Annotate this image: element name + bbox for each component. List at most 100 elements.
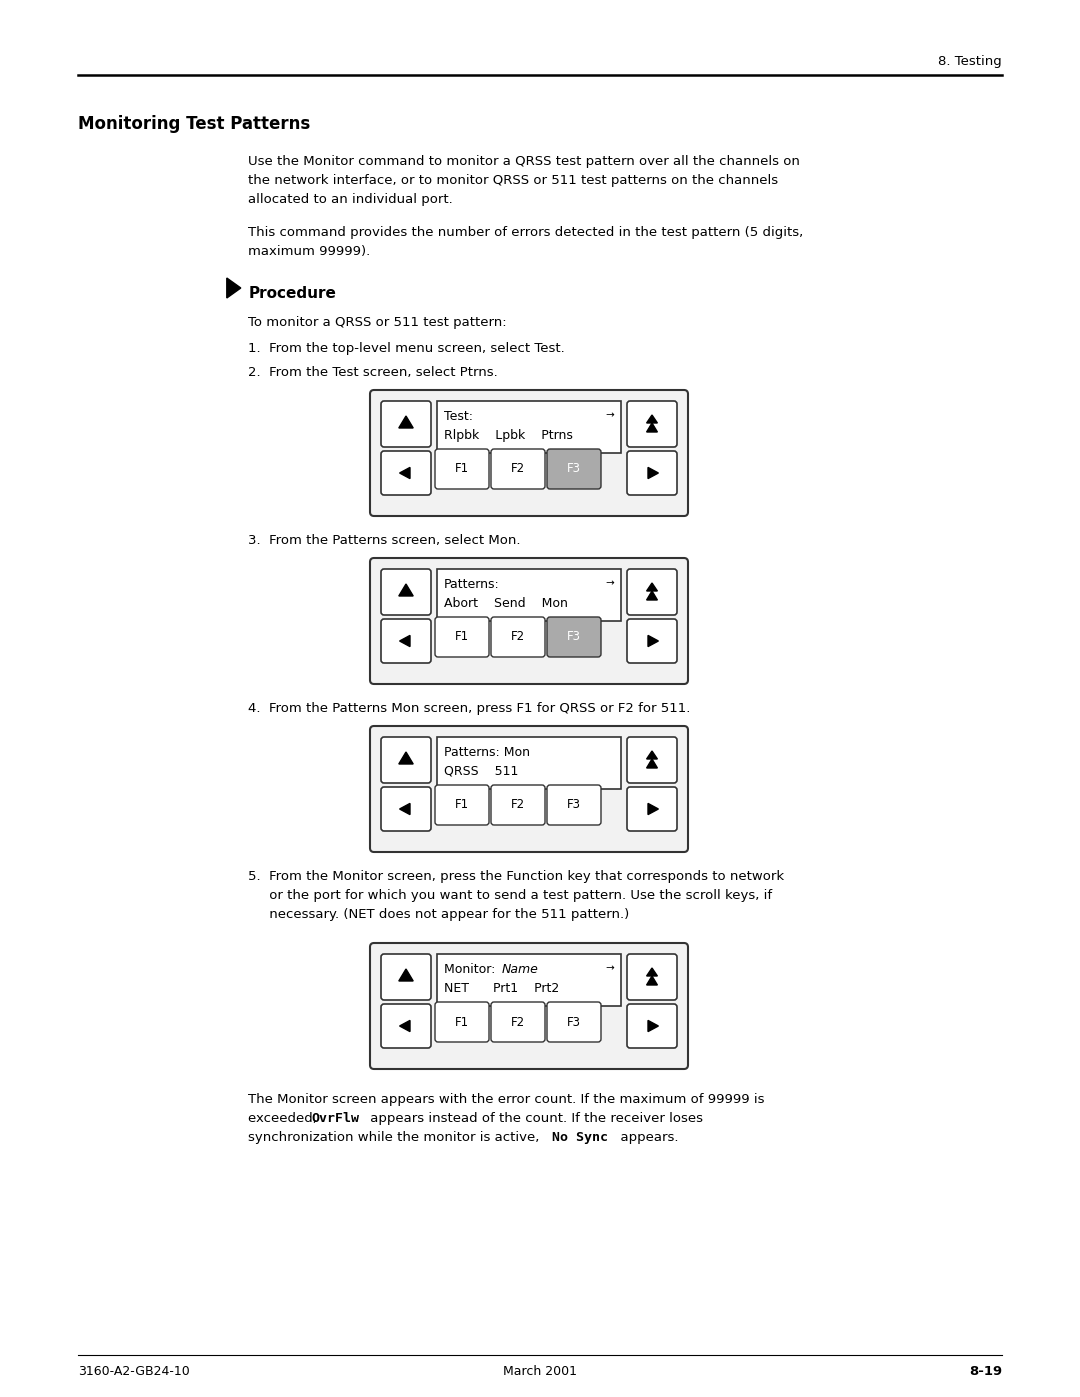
FancyBboxPatch shape <box>381 787 431 831</box>
Text: 8-19: 8-19 <box>969 1365 1002 1377</box>
Text: F2: F2 <box>511 799 525 812</box>
FancyBboxPatch shape <box>370 557 688 685</box>
Text: F3: F3 <box>567 1016 581 1028</box>
FancyBboxPatch shape <box>627 401 677 447</box>
Polygon shape <box>647 415 658 423</box>
FancyBboxPatch shape <box>437 401 621 453</box>
Text: Test:: Test: <box>444 409 473 423</box>
FancyBboxPatch shape <box>546 1002 600 1042</box>
Text: F2: F2 <box>511 462 525 475</box>
Text: appears instead of the count. If the receiver loses: appears instead of the count. If the rec… <box>366 1112 703 1125</box>
Polygon shape <box>399 970 414 981</box>
Polygon shape <box>400 636 410 647</box>
FancyBboxPatch shape <box>435 448 489 489</box>
Text: 8. Testing: 8. Testing <box>939 54 1002 68</box>
FancyBboxPatch shape <box>627 451 677 495</box>
Text: F1: F1 <box>455 462 469 475</box>
Text: F3: F3 <box>567 462 581 475</box>
FancyBboxPatch shape <box>627 569 677 615</box>
Polygon shape <box>647 591 658 599</box>
Text: Rlpbk    Lpbk    Ptrns: Rlpbk Lpbk Ptrns <box>444 429 572 441</box>
Text: Procedure: Procedure <box>248 286 336 300</box>
Text: The Monitor screen appears with the error count. If the maximum of 99999 is: The Monitor screen appears with the erro… <box>248 1092 765 1106</box>
FancyBboxPatch shape <box>627 954 677 1000</box>
Text: Abort    Send    Mon: Abort Send Mon <box>444 597 568 610</box>
FancyBboxPatch shape <box>370 943 688 1069</box>
Text: F3: F3 <box>567 799 581 812</box>
Polygon shape <box>648 468 659 479</box>
Polygon shape <box>647 423 658 432</box>
Text: synchronization while the monitor is active,: synchronization while the monitor is act… <box>248 1132 544 1144</box>
FancyBboxPatch shape <box>370 726 688 852</box>
Text: F1: F1 <box>455 1016 469 1028</box>
Polygon shape <box>647 583 658 591</box>
Text: 4.  From the Patterns Mon screen, press F1 for QRSS or F2 for 511.: 4. From the Patterns Mon screen, press F… <box>248 703 691 715</box>
Text: F2: F2 <box>511 630 525 644</box>
Text: or the port for which you want to send a test pattern. Use the scroll keys, if: or the port for which you want to send a… <box>248 888 772 902</box>
FancyBboxPatch shape <box>435 617 489 657</box>
FancyBboxPatch shape <box>546 448 600 489</box>
FancyBboxPatch shape <box>627 787 677 831</box>
Text: maximum 99999).: maximum 99999). <box>248 244 370 258</box>
Polygon shape <box>648 803 659 814</box>
FancyBboxPatch shape <box>437 738 621 789</box>
Polygon shape <box>647 759 658 768</box>
Polygon shape <box>647 968 658 977</box>
Text: No Sync: No Sync <box>552 1132 608 1144</box>
Text: F2: F2 <box>511 1016 525 1028</box>
Text: 1.  From the top-level menu screen, select Test.: 1. From the top-level menu screen, selec… <box>248 342 565 355</box>
FancyBboxPatch shape <box>491 785 545 826</box>
FancyBboxPatch shape <box>381 569 431 615</box>
FancyBboxPatch shape <box>627 619 677 664</box>
Polygon shape <box>399 416 414 427</box>
FancyBboxPatch shape <box>435 1002 489 1042</box>
FancyBboxPatch shape <box>627 1004 677 1048</box>
Text: To monitor a QRSS or 511 test pattern:: To monitor a QRSS or 511 test pattern: <box>248 316 507 330</box>
FancyBboxPatch shape <box>491 1002 545 1042</box>
Polygon shape <box>399 584 414 597</box>
Text: Patterns:: Patterns: <box>444 578 500 591</box>
Text: Patterns: Mon: Patterns: Mon <box>444 746 530 759</box>
Text: 3160-A2-GB24-10: 3160-A2-GB24-10 <box>78 1365 189 1377</box>
Text: F1: F1 <box>455 630 469 644</box>
Polygon shape <box>399 752 414 764</box>
FancyBboxPatch shape <box>381 954 431 1000</box>
Text: →: → <box>605 963 615 972</box>
Text: NET      Prt1    Prt2: NET Prt1 Prt2 <box>444 982 559 995</box>
Text: March 2001: March 2001 <box>503 1365 577 1377</box>
Text: Use the Monitor command to monitor a QRSS test pattern over all the channels on: Use the Monitor command to monitor a QRS… <box>248 155 800 168</box>
Text: QRSS    511: QRSS 511 <box>444 766 518 778</box>
FancyBboxPatch shape <box>381 1004 431 1048</box>
Text: OvrFlw: OvrFlw <box>311 1112 360 1125</box>
Polygon shape <box>400 803 410 814</box>
Text: 5.  From the Monitor screen, press the Function key that corresponds to network: 5. From the Monitor screen, press the Fu… <box>248 870 784 883</box>
FancyBboxPatch shape <box>491 617 545 657</box>
FancyBboxPatch shape <box>627 738 677 782</box>
Polygon shape <box>648 1020 659 1031</box>
Text: exceeded,: exceeded, <box>248 1112 322 1125</box>
Text: appears.: appears. <box>612 1132 679 1144</box>
Polygon shape <box>648 636 659 647</box>
Text: allocated to an individual port.: allocated to an individual port. <box>248 193 454 205</box>
Polygon shape <box>647 977 658 985</box>
FancyBboxPatch shape <box>381 738 431 782</box>
Text: →: → <box>605 578 615 588</box>
FancyBboxPatch shape <box>437 569 621 622</box>
Polygon shape <box>647 752 658 759</box>
FancyBboxPatch shape <box>546 785 600 826</box>
FancyBboxPatch shape <box>435 785 489 826</box>
Polygon shape <box>400 1020 410 1031</box>
Text: 2.  From the Test screen, select Ptrns.: 2. From the Test screen, select Ptrns. <box>248 366 498 379</box>
FancyBboxPatch shape <box>381 619 431 664</box>
FancyBboxPatch shape <box>491 448 545 489</box>
Text: →: → <box>605 409 615 420</box>
Text: Monitoring Test Patterns: Monitoring Test Patterns <box>78 115 310 133</box>
Text: F1: F1 <box>455 799 469 812</box>
Text: Name: Name <box>502 963 539 977</box>
FancyBboxPatch shape <box>381 401 431 447</box>
Text: F3: F3 <box>567 630 581 644</box>
Text: necessary. (NET does not appear for the 511 pattern.): necessary. (NET does not appear for the … <box>248 908 630 921</box>
Polygon shape <box>400 468 410 479</box>
Text: Monitor:: Monitor: <box>444 963 499 977</box>
Text: This command provides the number of errors detected in the test pattern (5 digit: This command provides the number of erro… <box>248 226 804 239</box>
